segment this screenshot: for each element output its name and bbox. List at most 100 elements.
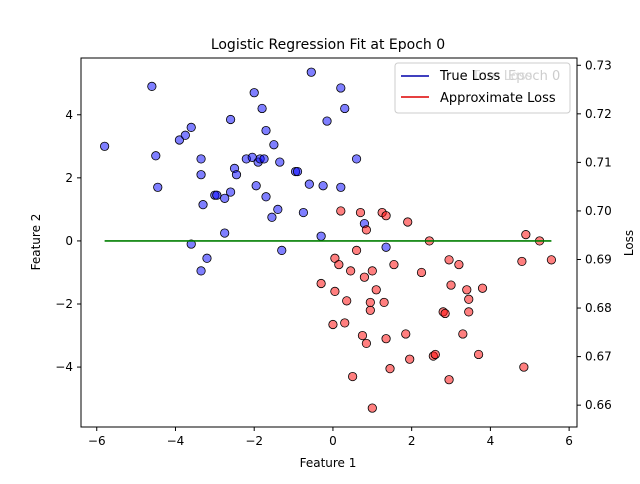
data-point-class-1 [430,349,440,360]
y2-tick-label: 0.73 [585,58,612,72]
data-point-class-1 [328,319,338,330]
y-tick-label: −2 [55,297,73,311]
data-point-class-1 [446,280,456,290]
y2-tick-label: 0.71 [585,155,612,169]
y-tick-label: 4 [65,108,73,122]
legend-ghost-text: Epoch 0 [508,69,560,84]
y2-tick-label: 0.68 [585,301,612,315]
data-point-class-1 [405,354,415,364]
y2-tick-label: 0.72 [585,107,612,121]
legend-label-true-loss: True Loss [439,69,500,84]
data-point-class-1 [440,308,450,319]
plot-frame [80,57,578,428]
y2-tick-label: 0.67 [585,350,612,364]
y-tick-label: −4 [55,360,73,374]
data-point-class-1 [462,285,472,295]
data-point-class-1 [361,338,371,349]
data-point-class-1 [464,294,474,304]
y2-tick-label: 0.66 [585,398,612,412]
data-point-class-0 [275,157,285,167]
x-tick-label: 6 [565,434,573,448]
y-axis-ticks: −4 −2 0 2 4 [55,108,81,374]
data-point-class-0 [304,179,314,189]
data-point-class-1 [346,266,356,276]
data-point-class-0 [220,228,230,238]
data-point-class-0 [306,67,316,77]
data-point-class-1 [454,259,464,270]
data-point-class-1 [403,217,413,227]
legend-overlap-text: True Loss [471,69,532,84]
data-point-class-1 [351,245,362,255]
data-point-class-0 [225,114,236,125]
data-point-class-1 [519,362,529,372]
y2-axis-ticks: 0.66 0.67 0.68 0.69 0.70 0.71 0.72 0.73 [577,58,612,412]
data-point-class-0 [100,141,110,151]
data-point-class-0 [336,83,346,93]
data-point-class-0 [381,242,391,252]
data-point-class-1 [365,305,375,315]
data-point-class-0 [151,151,161,161]
x-axis-label: Feature 1 [300,456,357,470]
data-point-class-0 [186,122,196,132]
data-point-class-1 [464,307,474,317]
y-tick-label: 0 [65,234,73,248]
data-point-class-0 [225,187,236,197]
data-point-class-0 [249,88,259,98]
data-point-class-1 [367,266,377,276]
data-point-class-0 [259,154,269,164]
legend-box [394,62,571,114]
x-tick-label: −4 [167,434,185,448]
data-point-class-1 [385,364,395,374]
data-point-class-0 [231,170,242,180]
legend-label-approx-loss: Approximate Loss [440,91,556,106]
data-point-class-1 [316,278,326,289]
data-point-class-1 [416,267,427,278]
y-tick-label: 2 [65,171,73,185]
x-tick-label: 4 [487,434,495,448]
data-point-class-0 [196,170,206,180]
data-point-class-1 [477,283,488,293]
x-axis-ticks: −6 −4 −2 0 2 4 6 [88,427,573,448]
y2-tick-label: 0.70 [585,204,612,218]
data-point-class-1 [381,334,391,344]
data-point-class-0 [257,103,267,114]
data-point-class-0 [292,166,303,177]
legend: Epoch 0 True Loss True Loss Approximate … [394,62,571,114]
data-point-class-0 [261,125,271,136]
data-point-class-0 [351,154,362,164]
data-point-class-0 [220,193,230,203]
data-point-class-0 [273,204,283,214]
data-point-class-1 [401,329,411,339]
x-tick-label: 0 [329,434,337,448]
data-point-class-1 [379,297,389,308]
data-point-class-0 [198,200,208,210]
data-point-class-1 [342,296,352,306]
y2-axis-label: Loss [622,230,636,256]
data-point-class-0 [196,266,206,276]
chart-title: Logistic Regression Fit at Epoch 0 [211,37,445,53]
data-point-class-0 [196,154,206,164]
data-point-class-0 [267,212,277,222]
y2-tick-label: 0.69 [585,252,612,266]
data-point-class-1 [444,255,454,265]
data-point-class-0 [251,181,261,191]
data-point-class-1 [365,297,375,308]
data-point-class-0 [322,116,332,126]
scatter-points [100,67,557,413]
data-point-class-1 [521,230,531,240]
data-point-class-1 [361,225,371,235]
data-point-class-1 [371,285,381,295]
data-point-class-0 [318,181,328,191]
x-tick-label: 2 [408,434,416,448]
data-point-class-0 [153,182,163,192]
data-point-class-0 [269,140,279,150]
data-point-class-1 [546,255,557,265]
data-point-class-0 [180,130,190,140]
data-point-class-1 [348,371,358,382]
data-point-class-1 [367,403,377,413]
data-point-class-1 [381,211,391,221]
data-point-class-1 [389,259,399,270]
data-point-class-1 [359,272,370,282]
data-point-class-0 [336,182,346,192]
data-point-class-1 [473,349,484,360]
